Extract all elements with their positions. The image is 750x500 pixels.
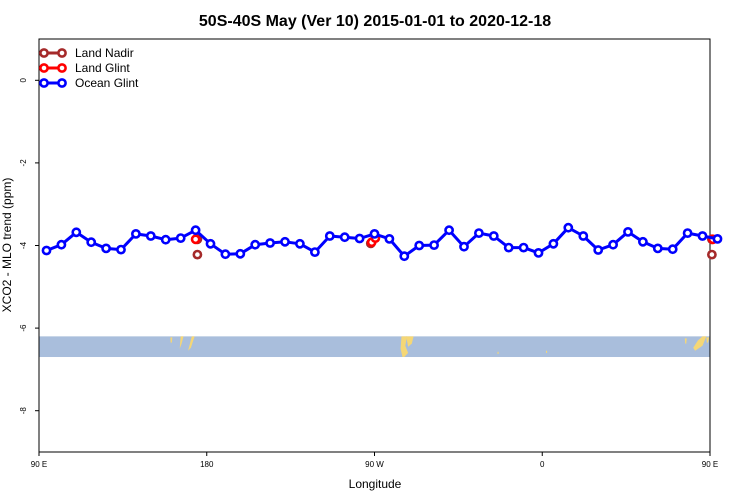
ocean-glint-point xyxy=(354,233,365,244)
ocean-glint-point xyxy=(652,243,663,254)
x-axis-ticks: 90 E 180 90 W 0 90 E xyxy=(31,452,718,469)
ocean-glint-point xyxy=(220,249,231,260)
ocean-glint-point xyxy=(548,238,559,249)
ocean-glint-point xyxy=(71,227,82,238)
land-ocean-strip xyxy=(39,336,710,358)
land-glint-point xyxy=(190,234,201,245)
ocean-glint-point xyxy=(667,244,678,255)
ocean-glint-point xyxy=(41,245,52,256)
ocean-glint-point xyxy=(116,244,126,255)
legend-land-glint-label: Land Glint xyxy=(75,61,130,75)
ocean-glint-point xyxy=(324,231,335,241)
ocean-glint-point xyxy=(608,239,618,250)
land-shape xyxy=(546,350,548,353)
land-shape xyxy=(684,338,687,344)
ocean-glint-point xyxy=(503,242,514,253)
x-tick-label: 90 W xyxy=(365,460,384,469)
ocean-glint-point xyxy=(623,226,633,237)
ocean-glint-point xyxy=(56,239,67,250)
ocean-glint-point xyxy=(190,225,201,236)
y-tick-label: -8 xyxy=(19,407,28,415)
land-shape xyxy=(497,351,499,354)
land-nadir-point xyxy=(192,249,203,260)
ocean-glint-point xyxy=(518,242,529,253)
legend-land-nadir-marker xyxy=(39,48,49,58)
series-layer xyxy=(41,222,723,262)
ocean-glint-point xyxy=(175,233,186,243)
legend-land-nadir-label: Land Nadir xyxy=(75,46,134,60)
legend-ocean-glint-label: Ocean Glint xyxy=(75,76,139,90)
ocean-glint-point xyxy=(145,231,156,241)
x-tick-label: 0 xyxy=(540,460,545,469)
ocean-glint-point xyxy=(294,238,305,249)
y-tick-label: -6 xyxy=(19,324,28,332)
ocean-glint-point xyxy=(578,231,589,241)
ocean-glint-point xyxy=(280,236,290,247)
land-shape xyxy=(170,337,173,343)
land-shape xyxy=(179,336,184,349)
ocean-glint-point xyxy=(712,233,723,244)
land-shape xyxy=(706,337,710,343)
land-shape xyxy=(406,336,414,347)
land-shape xyxy=(693,336,707,351)
land-shape xyxy=(188,336,195,351)
ocean-glint-point xyxy=(682,228,693,238)
x-tick-label: 90 E xyxy=(702,460,718,469)
ocean-glint-point xyxy=(250,239,261,250)
ocean-glint-point xyxy=(86,237,97,248)
x-tick-label: 180 xyxy=(200,460,214,469)
ocean-glint-point xyxy=(235,248,246,259)
ocean-glint-point xyxy=(205,238,216,249)
y-axis-label: XCO2 - MLO trend (ppm) xyxy=(0,178,14,313)
ocean-glint-point xyxy=(101,243,111,254)
ocean-glint-point xyxy=(459,241,469,252)
ocean-glint-point xyxy=(399,251,410,262)
ocean-glint-point xyxy=(265,238,275,248)
land-nadir-point xyxy=(707,249,717,260)
legend-land-glint-marker xyxy=(57,63,67,73)
ocean-glint-point xyxy=(130,228,141,239)
ocean-glint-point xyxy=(488,231,499,241)
ocean-glint-point xyxy=(384,233,395,244)
ocean-glint-point xyxy=(160,234,171,245)
ocean-glint-point xyxy=(429,240,439,250)
legend-land-glint-marker xyxy=(39,63,49,73)
y-tick-label: -2 xyxy=(19,159,28,167)
ocean-glint-line xyxy=(45,226,718,258)
ocean-glint-point xyxy=(339,232,350,243)
x-axis-label: Longitude xyxy=(349,477,402,491)
ocean-glint-point xyxy=(414,240,425,251)
ocean-glint-point xyxy=(309,247,320,257)
x-tick-label: 90 E xyxy=(31,460,47,469)
legend-ocean-glint-marker xyxy=(39,78,49,88)
ocean-glint-point xyxy=(638,236,648,247)
legend-land-nadir-marker xyxy=(57,48,67,58)
legend-ocean-glint-marker xyxy=(57,78,67,88)
ocean-glint-point xyxy=(593,245,604,255)
ocean-glint-point xyxy=(697,231,708,241)
y-tick-label: 0 xyxy=(19,78,28,83)
ocean-glint-point xyxy=(369,228,380,239)
ocean-glint-point xyxy=(563,222,574,233)
ocean-glint-point xyxy=(533,247,544,258)
ocean-glint-point xyxy=(444,225,454,236)
chart-title: 50S-40S May (Ver 10) 2015-01-01 to 2020-… xyxy=(199,13,551,30)
y-axis-ticks: 0 -2 -4 -6 -8 xyxy=(19,78,39,415)
land-shape xyxy=(400,336,409,357)
ocean-band xyxy=(39,336,710,358)
y-tick-label: -4 xyxy=(19,241,28,249)
ocean-glint-point xyxy=(473,228,484,238)
